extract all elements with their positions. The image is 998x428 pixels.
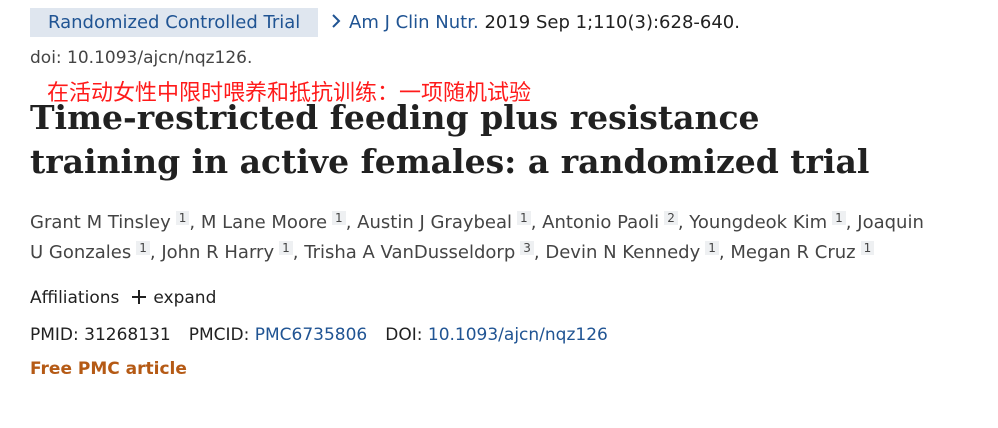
author-name[interactable]: Youngdeok Kim <box>689 212 828 233</box>
author-name[interactable]: M Lane Moore <box>200 212 328 233</box>
article-type-badge[interactable]: Randomized Controlled Trial <box>30 8 319 37</box>
journal-link[interactable]: Am J Clin Nutr. <box>349 12 479 33</box>
author-list: Grant M Tinsley 1, M Lane Moore 1, Austin … <box>30 208 930 268</box>
author-name[interactable]: Devin N Kennedy <box>545 242 701 263</box>
identifier: PMCID: PMC6735806 <box>189 325 368 345</box>
identifier-value[interactable]: 10.1093/ajcn/nqz126 <box>427 325 608 345</box>
identifier-value: 31268131 <box>84 325 171 345</box>
affiliation-number[interactable]: 1 <box>517 211 531 225</box>
affiliation-number[interactable]: 1 <box>705 241 719 255</box>
author-separator: , <box>530 212 537 233</box>
identifier-value[interactable]: PMC6735806 <box>254 325 368 345</box>
citation: Am J Clin Nutr. 2019 Sep 1;110(3):628-64… <box>331 10 740 36</box>
author-separator: , <box>533 242 540 263</box>
author-name[interactable]: Antonio Paoli <box>542 212 660 233</box>
author-separator: , <box>345 212 352 233</box>
identifier-label: PMID: <box>30 325 79 345</box>
affiliation-number[interactable]: 1 <box>832 211 846 225</box>
affiliations: Affiliations expand <box>30 286 216 310</box>
author-separator: , <box>149 242 156 263</box>
identifier-label: DOI: <box>385 325 423 345</box>
author-name[interactable]: Megan R Cruz <box>730 242 856 263</box>
author-name[interactable]: Trisha A VanDusseldorp <box>304 242 516 263</box>
author-separator: , <box>189 212 196 233</box>
identifier: DOI: 10.1093/ajcn/nqz126 <box>385 325 608 345</box>
affiliation-number[interactable]: 1 <box>175 211 190 225</box>
article-title: Time-restricted feeding plus resistance … <box>30 98 870 181</box>
author-name[interactable]: Austin J Graybeal <box>357 212 513 233</box>
plus-icon[interactable] <box>131 289 147 305</box>
affiliation-number[interactable]: 1 <box>279 241 293 255</box>
author-separator: , <box>677 212 684 233</box>
affiliation-number[interactable]: 1 <box>136 241 150 255</box>
identifier-label: PMCID: <box>188 325 250 345</box>
affiliation-number[interactable]: 1 <box>860 241 875 255</box>
affiliation-number[interactable]: 1 <box>332 211 346 225</box>
citation-details: 2019 Sep 1;110(3):628-640. <box>484 12 740 33</box>
free-article-link[interactable]: Free PMC article <box>30 359 187 379</box>
author-name[interactable]: Grant M Tinsley <box>30 212 171 233</box>
affiliation-number[interactable]: 3 <box>520 241 534 255</box>
identifier: PMID: 31268131 <box>30 325 171 345</box>
chevron-icon <box>332 14 341 28</box>
translation-annotation: 在活动女性中限时喂养和抵抗训练：一项随机试验 <box>47 81 532 106</box>
affiliations-label: Affiliations <box>30 288 120 308</box>
author-name[interactable]: Joaquin U Gonzales <box>30 212 924 263</box>
author-separator: , <box>718 242 725 263</box>
author-separator: , <box>845 212 852 233</box>
author-name[interactable]: John R Harry <box>161 242 275 263</box>
identifiers: PMID: 31268131 PMCID: PMC6735806 DOI: 10.1… <box>30 322 626 348</box>
affiliation-number[interactable]: 2 <box>664 211 678 225</box>
author-separator: , <box>292 242 299 263</box>
doi-line: doi: 10.1093/ajcn/nqz126. <box>30 48 253 68</box>
expand-button[interactable]: expand <box>153 288 217 308</box>
